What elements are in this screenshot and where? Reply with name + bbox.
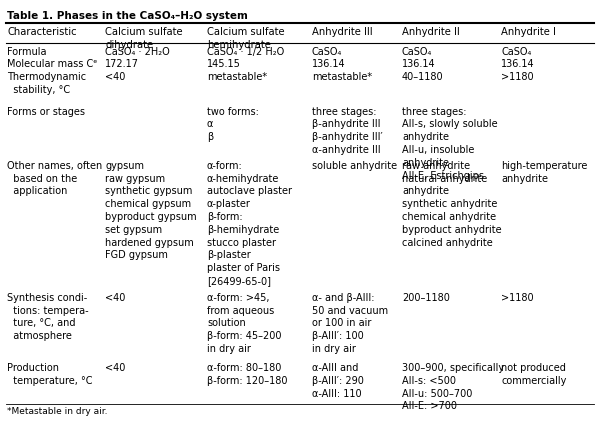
- Text: >1180: >1180: [501, 293, 533, 303]
- Text: not produced
commercially: not produced commercially: [501, 363, 566, 386]
- Text: α- and β-AIII:
50 and vacuum
or 100 in air
β-AIII′: 100
in dry air: α- and β-AIII: 50 and vacuum or 100 in a…: [312, 293, 388, 354]
- Text: Production
  temperature, °C: Production temperature, °C: [7, 363, 93, 386]
- Text: 200–1180: 200–1180: [402, 293, 450, 303]
- Text: three stages:
AII-s, slowly soluble
anhydrite
AII-u, insoluble
anhydrite
AII-E, : three stages: AII-s, slowly soluble anhy…: [402, 107, 497, 181]
- Text: CaSO₄ · 2H₂O
172.17
<40: CaSO₄ · 2H₂O 172.17 <40: [105, 47, 170, 82]
- Text: Formula
Molecular mass Ϲᵉ
Thermodynamic
  stability, °C: Formula Molecular mass Ϲᵉ Thermodynamic …: [7, 47, 98, 95]
- Text: CaSO₄
136.14
40–1180: CaSO₄ 136.14 40–1180: [402, 47, 443, 82]
- Text: *Metastable in dry air.: *Metastable in dry air.: [7, 407, 108, 416]
- Text: <40: <40: [105, 293, 125, 303]
- Text: Anhydrite III: Anhydrite III: [312, 27, 373, 38]
- Text: Characteristic: Characteristic: [7, 27, 77, 38]
- Text: 300–900, specifically
AII-s: <500
AII-u: 500–700
AII-E: >700: 300–900, specifically AII-s: <500 AII-u:…: [402, 363, 504, 411]
- Text: Synthesis condi-
  tions: tempera-
  ture, °C, and
  atmosphere: Synthesis condi- tions: tempera- ture, °…: [7, 293, 89, 341]
- Text: two forms:
α
β: two forms: α β: [207, 107, 259, 142]
- Text: gypsum
raw gypsum
synthetic gypsum
chemical gypsum
byproduct gypsum
set gypsum
h: gypsum raw gypsum synthetic gypsum chemi…: [105, 161, 197, 260]
- Text: Table 1. Phases in the CaSO₄–H₂O system: Table 1. Phases in the CaSO₄–H₂O system: [7, 11, 248, 21]
- Text: α-form: 80–180
β-form: 120–180: α-form: 80–180 β-form: 120–180: [207, 363, 287, 386]
- Text: three stages:
β-anhydrite III
β-anhydrite III′
α-anhydrite III: three stages: β-anhydrite III β-anhydrit…: [312, 107, 383, 155]
- Text: α-form:
α-hemihydrate
autoclave plaster
α-plaster
β-form:
β-hemihydrate
stucco p: α-form: α-hemihydrate autoclave plaster …: [207, 161, 292, 286]
- Text: Anhydrite II: Anhydrite II: [402, 27, 460, 38]
- Text: CaSO₄ · 1/2 H₂O
145.15
metastable*: CaSO₄ · 1/2 H₂O 145.15 metastable*: [207, 47, 284, 82]
- Text: Calcium sulfate
hemihydrate: Calcium sulfate hemihydrate: [207, 27, 284, 50]
- Text: CaSO₄
136.14
metastable*: CaSO₄ 136.14 metastable*: [312, 47, 372, 82]
- Text: CaSO₄
136.14
>1180: CaSO₄ 136.14 >1180: [501, 47, 535, 82]
- Text: soluble anhydrite: soluble anhydrite: [312, 161, 397, 171]
- Text: <40: <40: [105, 363, 125, 373]
- Text: high-temperature
anhydrite: high-temperature anhydrite: [501, 161, 587, 184]
- Text: Anhydrite I: Anhydrite I: [501, 27, 556, 38]
- Text: raw anhydrite
natural anhydrite
anhydrite
synthetic anhydrite
chemical anhydrite: raw anhydrite natural anhydrite anhydrit…: [402, 161, 502, 247]
- Text: Other names, often
  based on the
  application: Other names, often based on the applicat…: [7, 161, 103, 196]
- Text: Calcium sulfate
dihydrate: Calcium sulfate dihydrate: [105, 27, 182, 50]
- Text: α-AIII and
β-AIII′: 290
α-AIII: 110: α-AIII and β-AIII′: 290 α-AIII: 110: [312, 363, 364, 398]
- Text: Forms or stages: Forms or stages: [7, 107, 85, 117]
- Text: α-form: >45,
from aqueous
solution
β-form: 45–200
in dry air: α-form: >45, from aqueous solution β-for…: [207, 293, 281, 354]
